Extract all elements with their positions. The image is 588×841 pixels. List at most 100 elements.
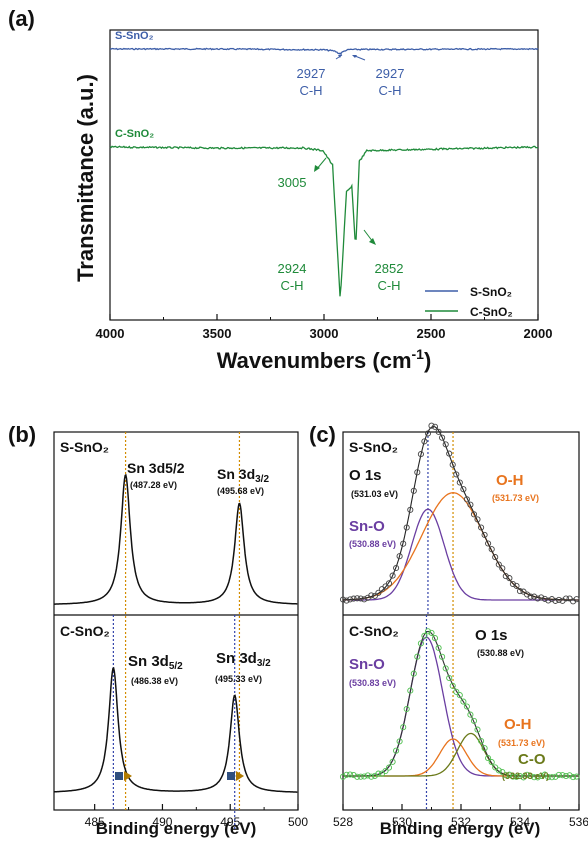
panel-c-bottom-data-point-65 xyxy=(570,774,577,781)
panel-c-bottom-data-point-8 xyxy=(368,773,375,780)
panel-c-top-data-point-66 xyxy=(573,596,580,603)
panel-c-top-oh-val: (531.73 eV) xyxy=(492,493,539,503)
panel-c-bottom-data-point-39 xyxy=(478,737,485,745)
panel-c-bottom-data-point-45 xyxy=(499,768,506,776)
panel-c-bottom-data-point-66 xyxy=(573,773,580,780)
panel-c-top-data-point-8 xyxy=(368,592,375,599)
panel-c-top-data-point-21 xyxy=(414,469,421,476)
panel-a-s-arrowhead-2 xyxy=(352,55,357,58)
panel-c-bottom-data-point-30 xyxy=(446,674,453,682)
panel-c-bottom-data-point-31 xyxy=(449,682,456,689)
panel-c-top-sno-val: (530.88 eV) xyxy=(349,539,396,549)
panel-c-top-data-point-36 xyxy=(467,501,474,508)
panel-c-top-data-point-19 xyxy=(407,506,414,513)
panel-c-bottom-data-point-5 xyxy=(357,773,364,780)
panel-b-top-peak2-val: (495.68 eV) xyxy=(217,486,264,496)
panel-c-top-data-point-47 xyxy=(506,575,513,582)
panel-c-top-data-point-1 xyxy=(343,597,350,604)
panel-c-bottom-data-point-18 xyxy=(403,705,410,713)
panel-c-bottom-data-point-25 xyxy=(428,629,435,636)
panel-c-bottom-data-point-55 xyxy=(534,774,541,781)
panel-a-tick-label-2: 3000 xyxy=(310,326,339,341)
panel-c-bottom-oh-val: (531.73 eV) xyxy=(498,738,545,748)
panel-c-bottom-data-point-63 xyxy=(562,772,570,780)
panel-c-bottom-data-point-4 xyxy=(354,773,361,780)
panel-a-tick-label-1: 3500 xyxy=(203,326,232,341)
panel-a-c-ann2-num: 2924 xyxy=(278,261,307,276)
panel-c-bottom-data-point-35 xyxy=(463,703,470,710)
panel-c-bottom-sno: Sn-O xyxy=(349,656,385,673)
panel-c-top-data-point-56 xyxy=(538,594,545,601)
panel-c-bottom-data-point-7 xyxy=(364,772,371,779)
panel-c-top-data-point-2 xyxy=(347,596,354,603)
panel-b-bottom-peak1-name: Sn 3d5/2 xyxy=(128,653,183,672)
panel-c-top-data-point-40 xyxy=(481,531,488,538)
panel-c-bottom-data-point-15 xyxy=(393,747,400,754)
panel-a-s-label: S-SnO₂ xyxy=(115,30,154,42)
panel-c-bottom-co-val: (532.33 eV) xyxy=(502,771,549,781)
panel-c-top-data-point-23 xyxy=(421,438,428,445)
panel-a-tick-label-4: 2000 xyxy=(524,326,553,341)
panel-a-c-ann3-num: 2852 xyxy=(375,261,404,276)
panel-b-bottom-label: C-SnO₂ xyxy=(60,623,110,639)
panel-a-c-ann1: 3005 xyxy=(278,175,307,190)
panel-c-top-data-point-18 xyxy=(403,524,410,531)
panel-c-top-data-point-22 xyxy=(417,451,424,458)
panel-c-top-data-point-35 xyxy=(463,496,470,503)
panel-c-bottom-data-point-24 xyxy=(424,628,432,635)
panel-b-bottom-peak1-val: (486.38 eV) xyxy=(131,676,178,686)
panel-c-bottom-data-point-6 xyxy=(361,773,368,780)
panel-c-bottom-data-point-53 xyxy=(527,772,534,780)
panel-c-bottom-data-point-28 xyxy=(439,653,446,660)
panel-c-top-data-point-27 xyxy=(435,428,442,435)
panel-a-c-ann3-txt: C-H xyxy=(377,278,400,293)
panel-c-top-o1s-val: (531.03 eV) xyxy=(351,489,398,499)
panel-a-series-s-line xyxy=(109,47,539,55)
panel-c-tick-label-4: 536 xyxy=(569,815,588,829)
panel-c-top-sno: Sn-O xyxy=(349,518,385,535)
panel-c-bottom-data-point-49 xyxy=(513,773,520,780)
panel-c-bottom-data-point-32 xyxy=(453,688,460,695)
panel-c-top-data-point-57 xyxy=(541,595,548,602)
panel-c-top-data-point-4 xyxy=(354,595,361,602)
panel-c-top-data-point-32 xyxy=(453,471,460,478)
panel-a-s-ann2-txt: C-H xyxy=(378,83,401,98)
panel-a-c-arrowhead-3 xyxy=(369,238,376,245)
panel-a-s-ann1-num: 2927 xyxy=(297,66,326,81)
panel-b-top-peak2-name: Sn 3d3/2 xyxy=(217,466,269,485)
panel-b-xaxis: 485 490 495 500 xyxy=(85,804,308,829)
panel-c-bottom-sno-val: (530.83 eV) xyxy=(349,678,396,688)
panel-b-bottom-peak2-val: (495.33 eV) xyxy=(215,674,262,684)
panel-c-top-data-point-37 xyxy=(470,511,478,518)
panel-c-top-data-point-45 xyxy=(499,565,506,572)
panel-b-bottom-spectrum xyxy=(53,667,298,793)
panel-c-top-oh: O-H xyxy=(496,472,524,489)
panel-c-bottom-data-point-37 xyxy=(470,717,478,724)
panel-c-top-data-point-34 xyxy=(460,486,467,493)
panel-c-tick-label-0: 528 xyxy=(333,815,353,829)
panel-c-bottom-data-point-19 xyxy=(407,687,414,694)
panel-c-xlabel: Binding energy (eV) xyxy=(380,819,541,838)
panel-c-bottom-data-point-59 xyxy=(548,774,555,781)
panel-a-c-label: C-SnO₂ xyxy=(115,128,154,140)
panel-c-bottom-data-point-0 xyxy=(339,773,347,780)
panel-c-bottom-data-point-50 xyxy=(516,773,524,780)
panel-c-top-data-point-41 xyxy=(485,540,492,547)
panel-b-tick-label-1: 490 xyxy=(152,815,172,829)
panel-c-top-data-point-6 xyxy=(361,596,368,603)
panel-c-top-data-point-9 xyxy=(371,592,378,599)
panel-c-bottom-data-point-3 xyxy=(350,771,357,779)
panel-b-xlabel: Binding energy (eV) xyxy=(96,819,257,838)
panel-c-bottom-data-point-1 xyxy=(343,771,350,778)
panel-c-bottom-data-point-13 xyxy=(385,764,393,771)
panel-b-label: (b) xyxy=(8,422,36,447)
panel-c-bottom-data-point-36 xyxy=(467,711,474,718)
panel-a-s-ann1-txt: C-H xyxy=(299,83,322,98)
panel-a-xlabel: Wavenumbers (cm-1) xyxy=(217,346,432,373)
panel-c-label: (c) xyxy=(309,422,336,447)
panel-c-tick-label-1: 530 xyxy=(392,815,412,829)
panel-b-tick-label-0: 485 xyxy=(85,815,105,829)
panel-a-c-ann2-txt: C-H xyxy=(280,278,303,293)
panel-c-bottom-data-point-26 xyxy=(431,635,439,642)
